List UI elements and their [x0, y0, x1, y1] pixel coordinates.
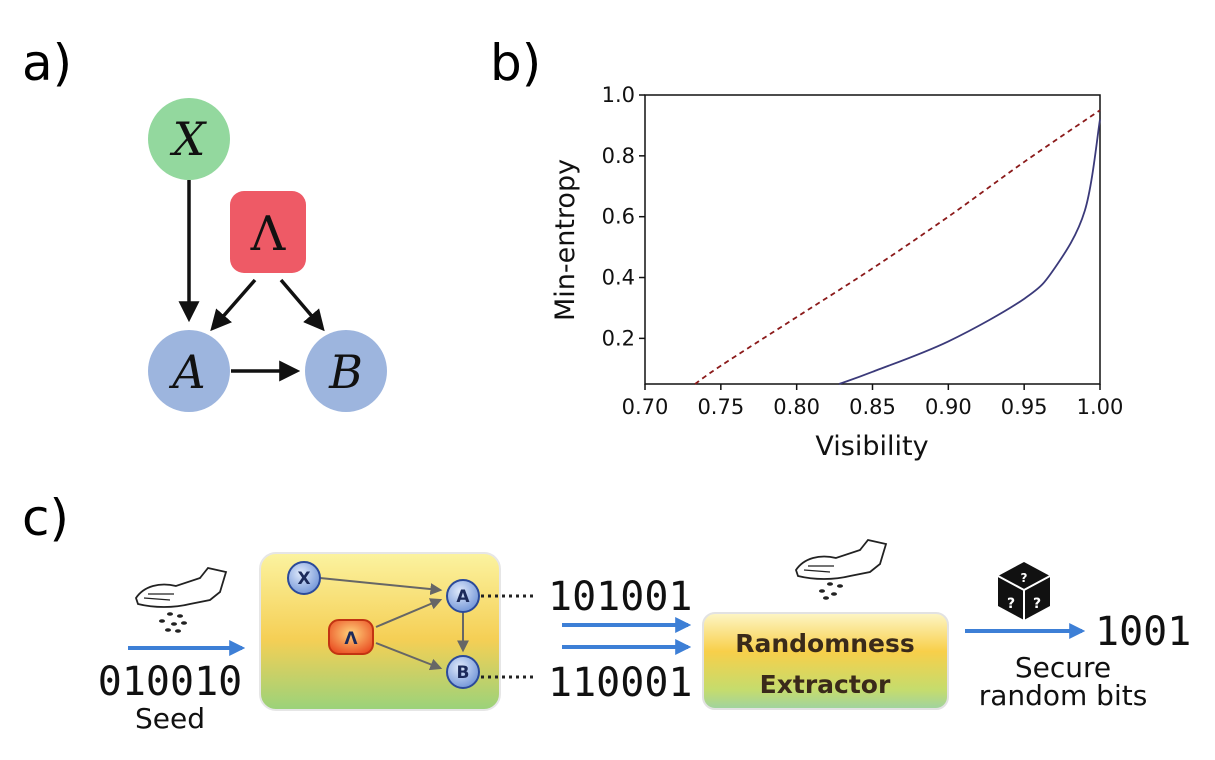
randomness-extractor-box: Randomness Extractor [702, 612, 949, 710]
panel-c: c) 010010 Seed X [22, 489, 1191, 735]
mini-node-b-label: B [457, 663, 470, 683]
x-tick-label: 0.70 [622, 395, 669, 419]
node-b-label: B [328, 345, 363, 399]
panel-a-label: a) [22, 34, 72, 92]
plot-frame [644, 94, 1101, 385]
x-tick-label: 0.95 [1001, 395, 1048, 419]
x-tick-label: 0.85 [849, 395, 896, 419]
mini-node-lambda: Λ [328, 619, 374, 655]
output-b-bits: 110001 [548, 660, 693, 706]
y-tick-label: 0.2 [602, 326, 635, 350]
x-tick-label: 0.75 [697, 395, 744, 419]
output-a-bits: 101001 [548, 574, 693, 620]
panel-c-label: c) [22, 489, 69, 547]
result-bits: 1001 [1095, 609, 1191, 655]
y-tick-label: 0.8 [602, 144, 635, 168]
mini-edge-x-a [319, 577, 443, 596]
mini-node-a-label: A [456, 587, 470, 607]
x-axis-label: Visibility [815, 431, 928, 462]
y-tick-label: 1.0 [602, 83, 635, 107]
panel-b: b) 0.70 0.75 0.80 0.85 0.90 0.95 1.00 0.2 0.4 0.6… [490, 34, 1123, 462]
solid-series-line [838, 119, 1101, 385]
hand-sprinkle-icon [795, 538, 888, 600]
dashed-series-line [694, 109, 1101, 385]
result-caption-line2: random bits [979, 679, 1148, 712]
chart-ticks: 0.70 0.75 0.80 0.85 0.90 0.95 1.00 0.2 0.4 0.6 0.8… [602, 83, 1124, 419]
node-a: A [148, 330, 230, 412]
device-box: X Λ A B [259, 552, 501, 711]
node-x: X [148, 98, 230, 180]
seed-bits: 010010 [98, 659, 243, 705]
min-entropy-chart: 0.70 0.75 0.80 0.85 0.90 0.95 1.00 0.2 0.4 0.6 0.8… [550, 83, 1123, 462]
mini-edge-lambda-a [375, 598, 443, 628]
mini-edge-lambda-b [375, 642, 443, 671]
node-a-label: A [168, 345, 205, 399]
extractor-line1: Randomness [735, 629, 915, 658]
y-tick-label: 0.4 [602, 266, 635, 290]
panel-b-label: b) [490, 34, 541, 92]
seed-label: Seed [135, 702, 205, 735]
x-tick-label: 0.90 [925, 395, 972, 419]
node-lambda: Λ [230, 191, 306, 273]
x-tick-label: 0.80 [773, 395, 820, 419]
y-tick-label: 0.6 [602, 205, 635, 229]
edge-lambda-to-a [210, 278, 257, 332]
svg-text:?: ? [1033, 596, 1041, 612]
mini-node-x: X [287, 561, 321, 595]
svg-text:?: ? [1007, 596, 1015, 612]
x-tick-label: 1.00 [1077, 395, 1124, 419]
chart-series [694, 109, 1101, 385]
result-caption-line1: Secure [1015, 651, 1111, 684]
extractor-line2: Extractor [760, 670, 891, 699]
mini-node-lambda-label: Λ [344, 629, 358, 649]
svg-text:?: ? [1021, 571, 1028, 585]
mini-node-b: B [446, 655, 480, 689]
hand-sprinkle-icon [135, 566, 228, 633]
mini-node-x-label: X [297, 569, 310, 589]
y-axis-label: Min-entropy [550, 159, 581, 321]
node-lambda-label: Λ [250, 206, 287, 262]
panel-a: a) X Λ A B [22, 34, 387, 412]
edge-lambda-to-b [279, 278, 325, 332]
node-b: B [305, 330, 387, 412]
mini-node-a: A [446, 579, 480, 613]
node-x-label: X [170, 112, 208, 166]
dice-icon: ? ? ? [997, 562, 1051, 620]
